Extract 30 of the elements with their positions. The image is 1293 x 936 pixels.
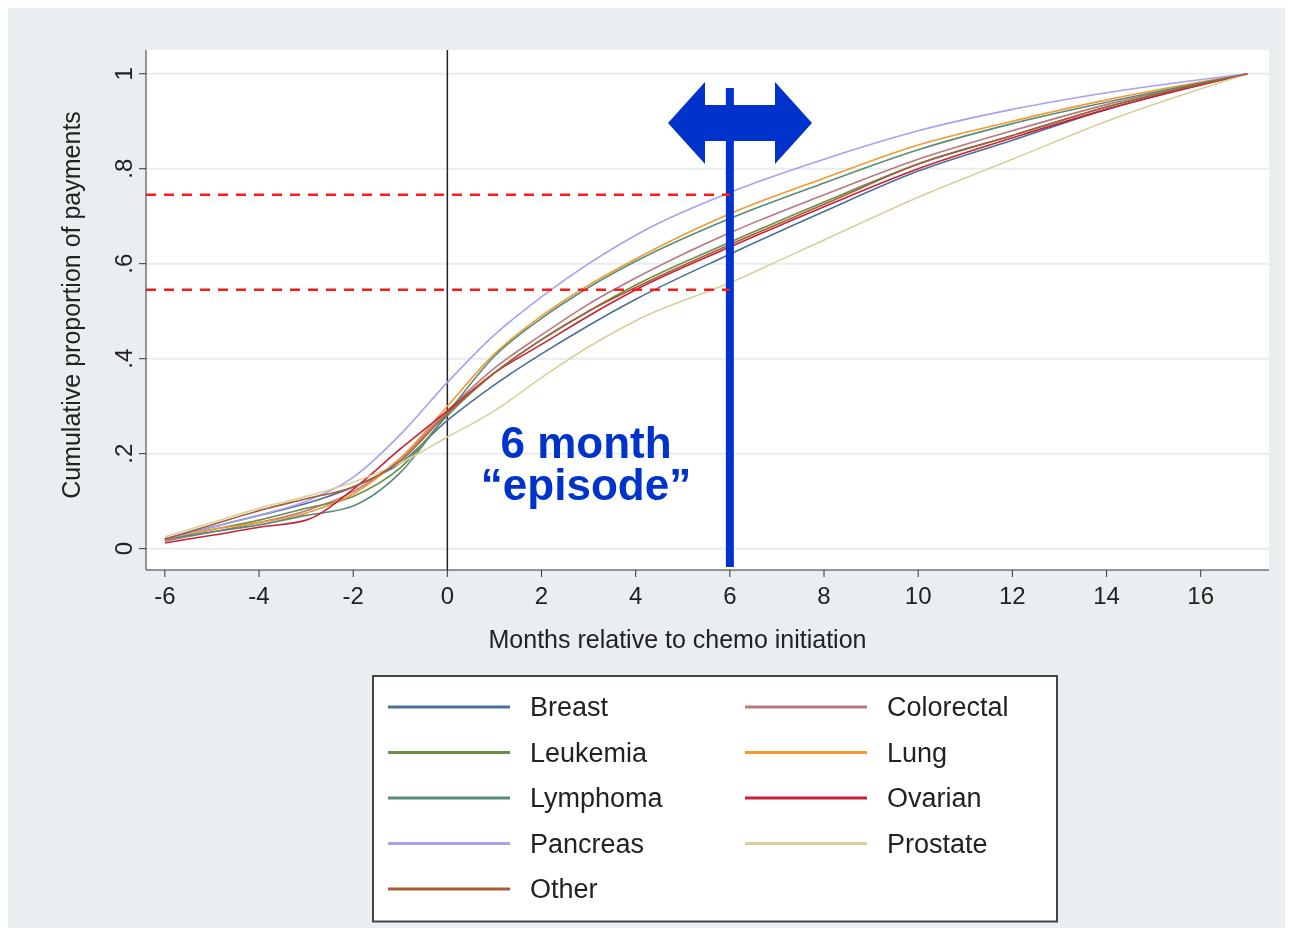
legend-label: Leukemia: [530, 737, 649, 768]
x-tick-label: 0: [440, 582, 455, 609]
y-tick-label: 1: [110, 67, 137, 81]
x-tick-label: 16: [1187, 582, 1215, 609]
x-tick-label: 8: [817, 582, 831, 609]
x-tick-label: -4: [248, 582, 270, 609]
y-axis-title: Cumulative proportion of payments: [57, 111, 85, 499]
y-tick-label: .4: [110, 348, 137, 369]
legend-label: Lymphoma: [530, 783, 664, 813]
x-tick-label: 6: [723, 582, 737, 609]
y-tick-label: .6: [110, 253, 137, 274]
y-tick-label: .8: [110, 158, 137, 179]
annotation: 6 month “episode”: [480, 418, 692, 509]
x-axis-title: Months relative to chemo initiation: [488, 625, 867, 653]
x-tick-label: -6: [154, 582, 176, 609]
y-tick-label: .2: [110, 443, 137, 464]
legend-label: Ovarian: [887, 783, 982, 813]
legend-label: Other: [530, 874, 598, 904]
x-tick-label: 14: [1093, 582, 1120, 609]
legend-label: Lung: [887, 737, 948, 768]
legend-label: Colorectal: [887, 692, 1009, 722]
x-tick-label: 4: [629, 582, 643, 609]
y-tick-label: 0: [110, 541, 137, 556]
x-tick-label: -2: [342, 582, 364, 609]
legend-label: Pancreas: [530, 828, 645, 859]
x-tick-label: 10: [904, 582, 932, 609]
legend-label: Prostate: [887, 828, 988, 859]
x-tick-label: 12: [999, 582, 1026, 609]
x-tick-label: 2: [534, 582, 549, 609]
legend-label: Breast: [530, 692, 609, 722]
